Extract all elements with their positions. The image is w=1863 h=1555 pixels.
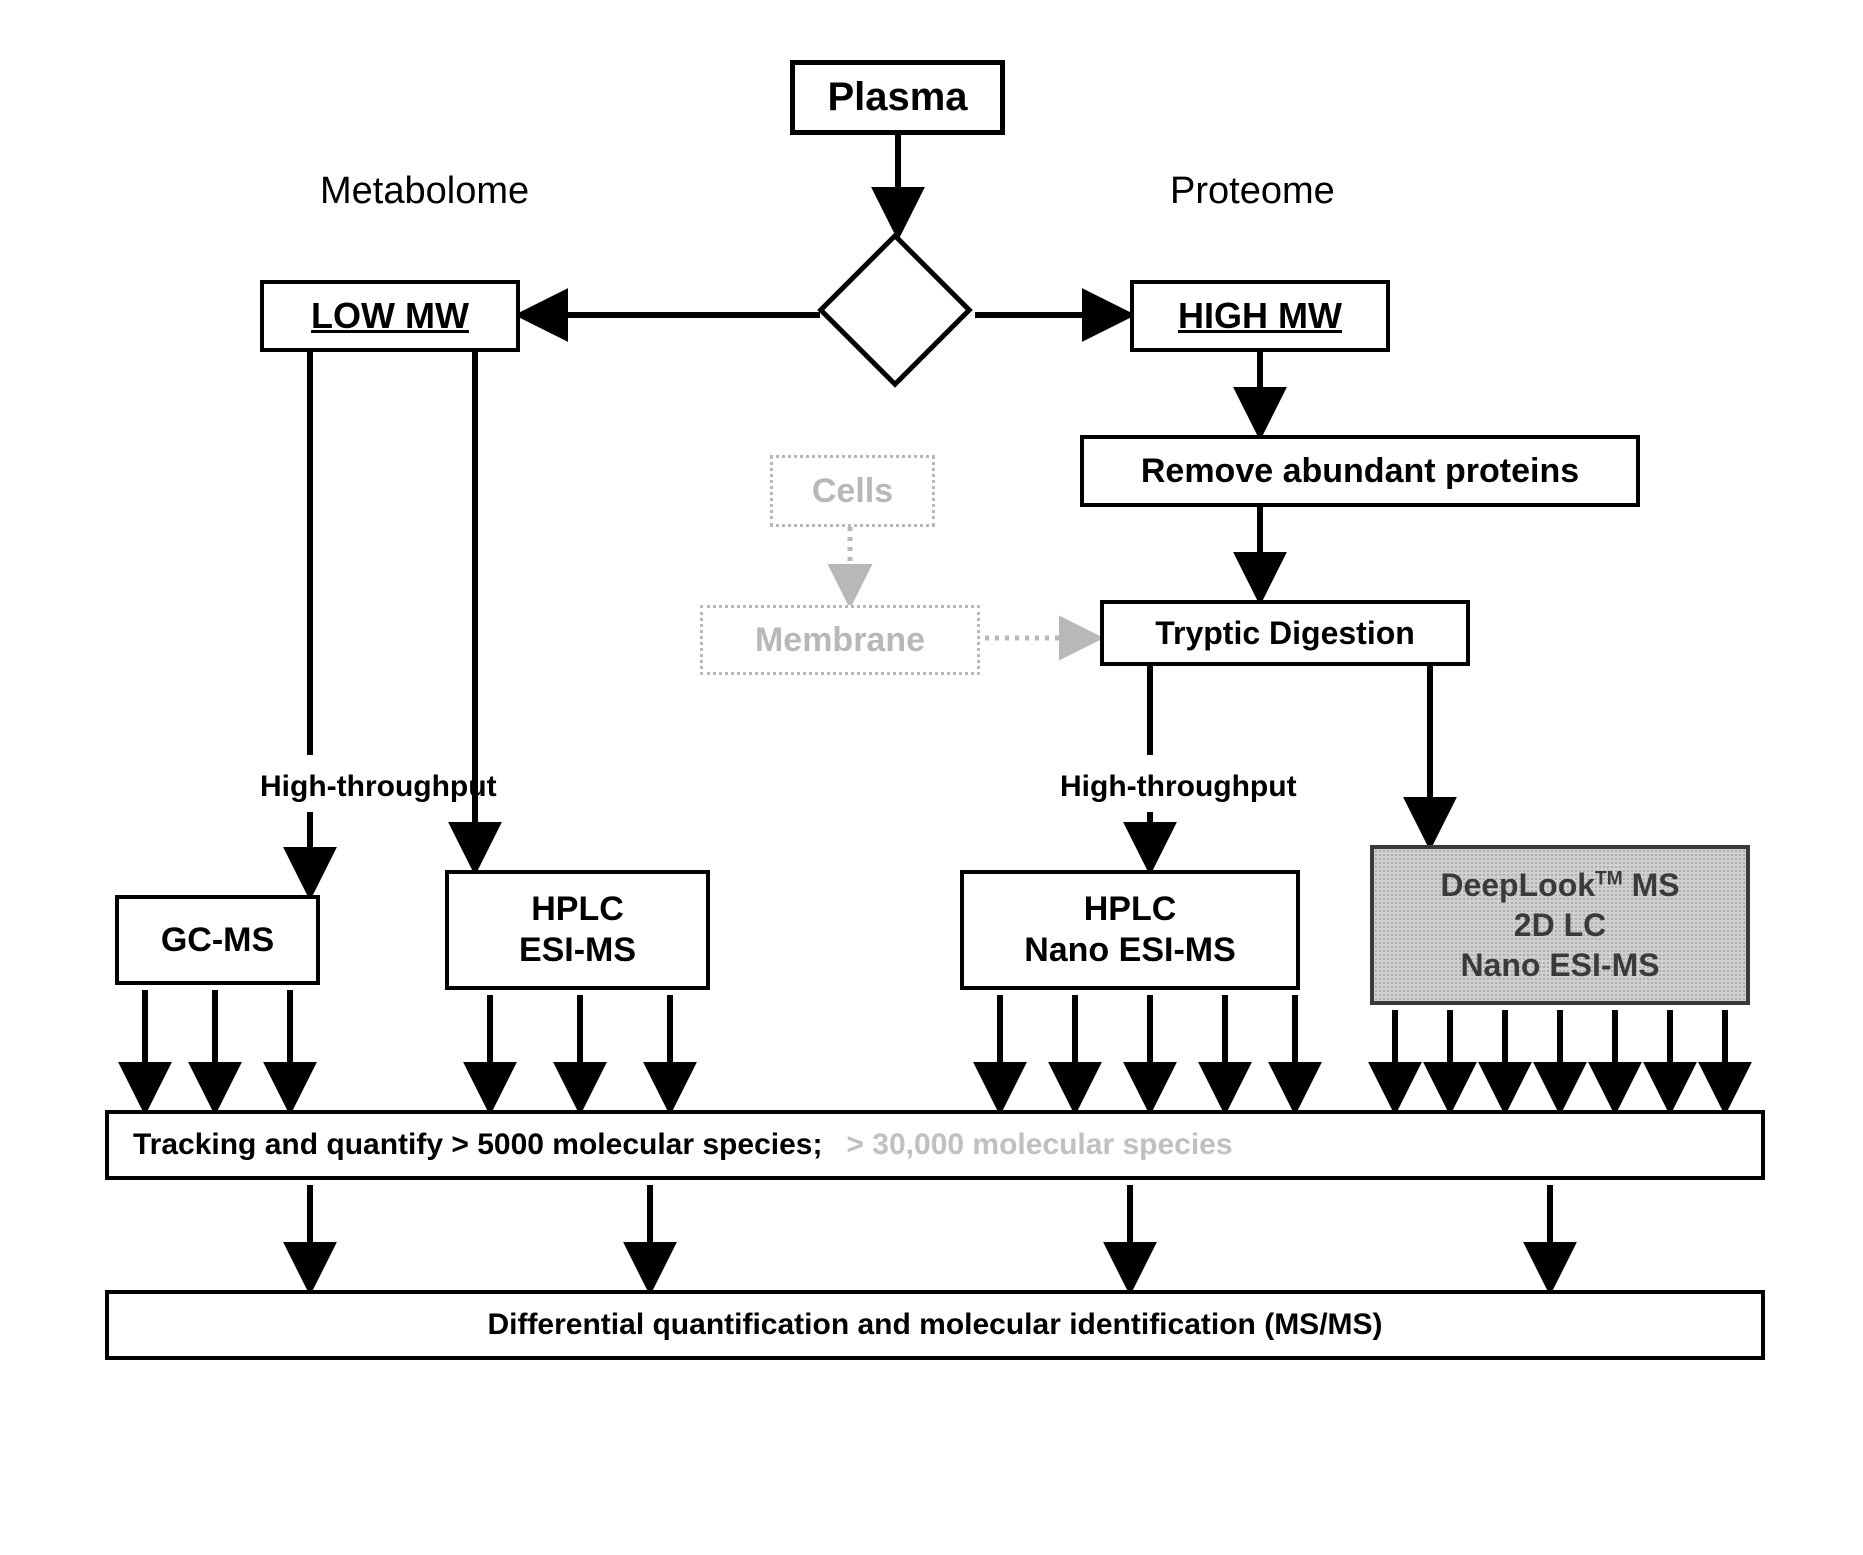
- annotation-ht-left: High-throughput: [260, 770, 497, 804]
- section-proteome: Proteome: [1170, 170, 1335, 213]
- node-hplc-esi: HPLC ESI-MS: [445, 870, 710, 990]
- node-tryptic: Tryptic Digestion: [1100, 600, 1470, 666]
- node-plasma-label: Plasma: [827, 75, 967, 120]
- node-deeplook-l2: 2D LC: [1514, 905, 1606, 945]
- node-gcms: GC-MS: [115, 895, 320, 985]
- node-tryptic-label: Tryptic Digestion: [1155, 615, 1415, 652]
- section-metabolome: Metabolome: [320, 170, 529, 213]
- annotation-ht-right: High-throughput: [1060, 770, 1297, 804]
- node-hplc-nano-l2: Nano ESI-MS: [1024, 930, 1236, 971]
- node-remove-label: Remove abundant proteins: [1141, 452, 1579, 491]
- node-low-mw-label: LOW MW: [311, 295, 469, 337]
- node-remove-proteins: Remove abundant proteins: [1080, 435, 1640, 507]
- node-deeplook-l3: Nano ESI-MS: [1460, 945, 1659, 985]
- node-tracking-label-a: Tracking and quantify > 5000 molecular s…: [133, 1128, 822, 1162]
- node-cells-label: Cells: [812, 472, 893, 511]
- node-tracking: Tracking and quantify > 5000 molecular s…: [105, 1110, 1765, 1180]
- node-hplc-nano: HPLC Nano ESI-MS: [960, 870, 1300, 990]
- node-diffquant: Differential quantification and molecula…: [105, 1290, 1765, 1360]
- flowchart-canvas: Plasma Metabolome Proteome LOW MW HIGH M…: [0, 0, 1863, 1555]
- node-hplc-nano-l1: HPLC: [1084, 889, 1177, 930]
- node-membrane-label: Membrane: [755, 621, 925, 660]
- node-high-mw: HIGH MW: [1130, 280, 1390, 352]
- node-plasma: Plasma: [790, 60, 1005, 135]
- node-high-mw-label: HIGH MW: [1178, 295, 1342, 337]
- node-tracking-label-b: > 30,000 molecular species: [846, 1128, 1232, 1162]
- node-gcms-label: GC-MS: [161, 921, 274, 960]
- node-low-mw: LOW MW: [260, 280, 520, 352]
- node-diffquant-label: Differential quantification and molecula…: [487, 1308, 1382, 1342]
- node-deeplook-l1: DeepLookTM MS: [1440, 865, 1679, 905]
- node-hplc-esi-l1: HPLC: [531, 889, 624, 930]
- node-decision-diamond: [817, 232, 973, 388]
- node-hplc-esi-l2: ESI-MS: [519, 930, 636, 971]
- node-membrane: Membrane: [700, 605, 980, 675]
- node-cells: Cells: [770, 455, 935, 527]
- node-deeplook: DeepLookTM MS 2D LC Nano ESI-MS: [1370, 845, 1750, 1005]
